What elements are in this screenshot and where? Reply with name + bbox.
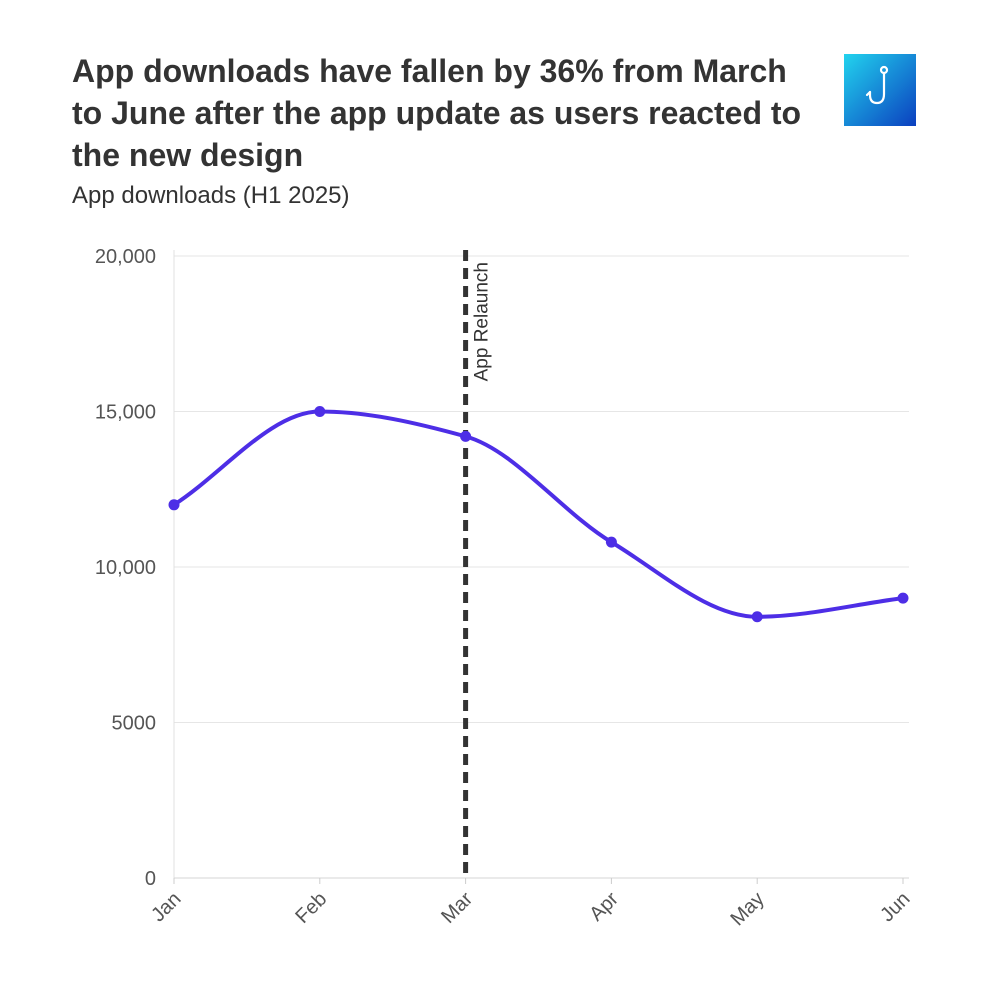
x-tick-label: Mar — [437, 888, 477, 928]
series-group — [168, 406, 909, 623]
y-tick-label: 0 — [145, 868, 156, 890]
x-tick-label: Jan — [147, 888, 185, 926]
annotation-group: App Relaunch — [463, 250, 493, 880]
y-tick-label: 20,000 — [95, 246, 156, 268]
series-line — [172, 409, 905, 619]
axes — [173, 250, 909, 884]
x-tick-label: Feb — [291, 888, 331, 928]
data-point[interactable] — [460, 430, 472, 442]
data-point[interactable] — [897, 592, 909, 604]
y-tick-label: 10,000 — [95, 557, 156, 579]
annotation-label: App Relaunch — [472, 262, 493, 381]
brand-logo — [844, 54, 916, 126]
data-point[interactable] — [605, 536, 617, 548]
data-point[interactable] — [751, 611, 763, 623]
data-point[interactable] — [168, 499, 180, 511]
x-tick-label: Apr — [585, 888, 623, 926]
x-tick-label: May — [726, 888, 768, 930]
chart-title: App downloads have fallen by 36% from Ma… — [72, 53, 802, 173]
tick-labels: 0 5000 10,000 15,000 20,000 Jan Feb Mar Apr May Ju… — [95, 246, 915, 930]
logo-background — [844, 54, 916, 126]
chart-subtitle: App downloads (H1 2025) — [72, 182, 350, 209]
y-tick-label: 5000 — [112, 713, 157, 735]
y-tick-label: 15,000 — [95, 402, 156, 424]
data-point[interactable] — [314, 406, 326, 417]
fishing-hook-icon — [865, 65, 889, 105]
grid-lines — [174, 255, 909, 723]
x-tick-label: Jun — [876, 888, 914, 926]
